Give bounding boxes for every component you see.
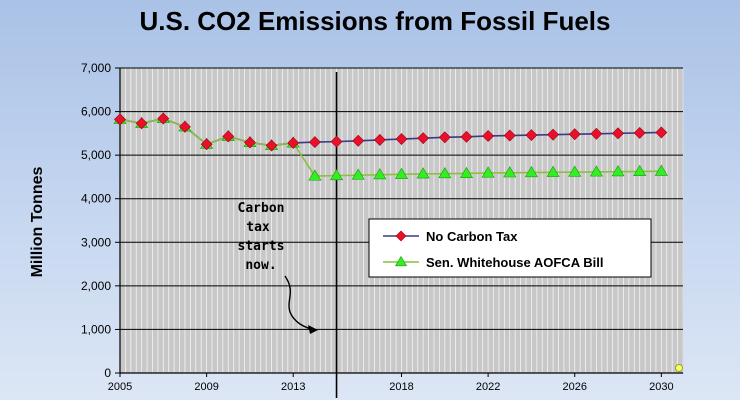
y-tick-label: 5,000 xyxy=(81,148,111,162)
data-point-diamond xyxy=(265,139,278,152)
data-point-triangle xyxy=(503,166,517,178)
data-point-triangle xyxy=(524,165,538,178)
data-point-triangle xyxy=(373,168,387,180)
data-point-triangle xyxy=(330,169,344,181)
data-point-diamond xyxy=(395,133,408,145)
legend-label-2: Sen. Whitehouse AOFCA Bill xyxy=(426,255,603,270)
y-tick-label: 1,000 xyxy=(81,322,111,336)
chart-title: U.S. CO2 Emissions from Fossil Fuels xyxy=(139,6,610,36)
data-point-diamond xyxy=(547,128,560,141)
legend-label-1: No Carbon Tax xyxy=(426,229,518,244)
data-point-triangle xyxy=(589,165,603,177)
data-point-diamond xyxy=(330,135,343,148)
y-tick-label: 6,000 xyxy=(81,105,111,119)
legend-marker-diamond xyxy=(395,230,407,242)
annotation-text-line: starts xyxy=(238,239,285,254)
data-point-diamond xyxy=(135,117,148,130)
y-tick-label: 7,000 xyxy=(81,61,111,75)
annotation-arrow xyxy=(284,275,317,331)
data-point-diamond xyxy=(568,128,581,141)
data-point-triangle xyxy=(459,166,473,178)
x-tick-label: 2026 xyxy=(562,381,586,393)
annotation-text-line: now. xyxy=(245,258,276,273)
data-point-diamond xyxy=(287,137,300,149)
data-point-diamond xyxy=(157,112,170,125)
y-axis-label: Million Tonnes xyxy=(29,167,46,278)
legend-marker-triangle xyxy=(394,255,408,267)
data-point-diamond xyxy=(200,138,213,151)
data-point-diamond xyxy=(373,133,386,146)
data-point-diamond xyxy=(308,136,321,148)
data-point-diamond xyxy=(655,126,668,139)
data-point-diamond xyxy=(482,130,495,142)
annotation-text-line: tax xyxy=(246,220,270,235)
data-point-diamond xyxy=(222,130,235,143)
x-tick-label: 2018 xyxy=(389,381,413,393)
data-point-triangle xyxy=(633,164,647,176)
y-tick-label: 0 xyxy=(104,366,111,380)
data-point-diamond xyxy=(503,129,516,142)
data-point-triangle xyxy=(438,167,452,179)
x-tick-label: 2022 xyxy=(476,381,500,393)
x-tick-label: 2009 xyxy=(194,381,218,393)
data-point-diamond xyxy=(243,136,256,149)
data-point-triangle xyxy=(416,167,430,179)
data-point-triangle xyxy=(546,165,560,177)
legend: No Carbon Tax Sen. Whitehouse AOFCA Bill xyxy=(368,218,652,278)
data-point-triangle xyxy=(568,165,582,177)
legend-box xyxy=(368,218,652,278)
data-point-triangle xyxy=(481,166,495,178)
selection-handle-dot xyxy=(675,364,683,372)
y-tick-label: 4,000 xyxy=(81,192,111,206)
data-point-diamond xyxy=(460,130,473,143)
y-tick-label: 3,000 xyxy=(81,235,111,249)
data-point-diamond xyxy=(612,127,624,140)
data-point-diamond xyxy=(179,120,191,133)
data-point-diamond xyxy=(633,126,646,139)
data-point-triangle xyxy=(654,164,668,176)
data-point-diamond xyxy=(114,113,126,126)
data-point-diamond xyxy=(590,127,603,140)
x-tick-label: 2013 xyxy=(281,381,305,393)
data-point-diamond xyxy=(438,131,451,144)
x-tick-label: 2030 xyxy=(649,381,673,393)
data-point-triangle xyxy=(351,168,365,180)
data-point-diamond xyxy=(352,134,365,147)
data-point-diamond xyxy=(417,132,430,145)
x-tick-label: 2005 xyxy=(108,381,132,393)
annotation-arrow-head xyxy=(308,325,318,334)
annotation-text-line: Carbon xyxy=(238,201,285,216)
data-point-triangle xyxy=(308,169,322,181)
data-point-triangle xyxy=(611,165,625,177)
data-point-diamond xyxy=(525,129,538,142)
data-point-triangle xyxy=(394,167,409,179)
y-tick-label: 2,000 xyxy=(81,279,111,293)
